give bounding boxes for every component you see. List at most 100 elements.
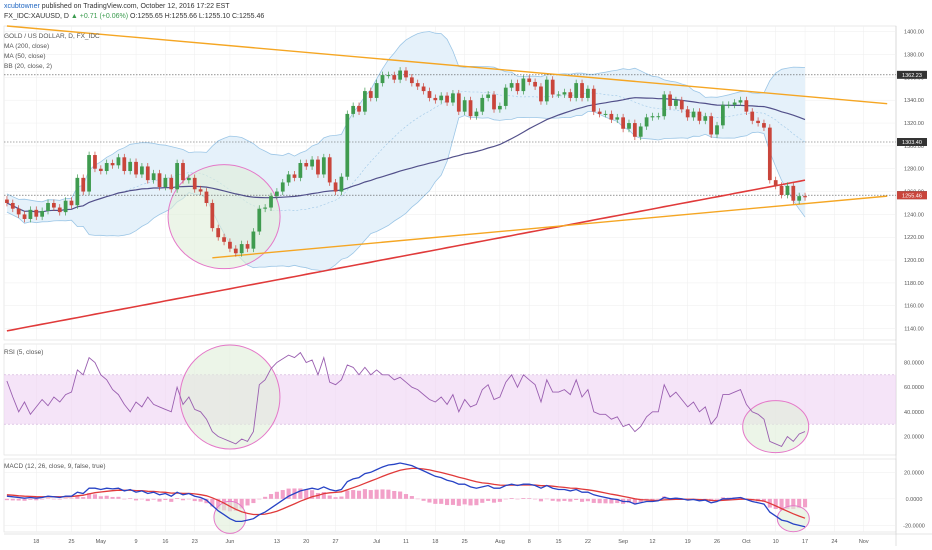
candle (627, 119, 631, 133)
candle (10, 199, 15, 213)
x-tick-label: Aug (495, 539, 505, 545)
candle (75, 174, 80, 209)
trendline-2[interactable] (212, 195, 888, 259)
candle (40, 207, 45, 221)
candle-body (363, 91, 367, 112)
candle-body (562, 92, 567, 95)
candle-body (292, 174, 297, 178)
histogram-bar (98, 496, 103, 499)
candle-body (685, 109, 690, 118)
candle (404, 67, 408, 81)
candle-body (52, 202, 56, 208)
author-name[interactable]: xcubtowner (4, 3, 40, 10)
candle (34, 206, 39, 221)
candle (691, 108, 696, 121)
candle-body (650, 116, 655, 118)
x-tick-label: 25 (68, 539, 74, 545)
histogram-bar (10, 498, 15, 501)
publish-date: published on TradingView.com, October 12… (41, 3, 230, 10)
histogram-bar (104, 495, 109, 499)
candle (398, 67, 402, 84)
candle (773, 176, 778, 190)
histogram-bar (509, 498, 514, 499)
histogram-bar (192, 498, 197, 502)
candle (492, 91, 496, 113)
price-tick-label: 1180.00 (904, 281, 923, 287)
candle (503, 84, 508, 110)
x-tick-label: Jul (373, 539, 380, 545)
histogram-bar (116, 496, 121, 499)
histogram-bar (533, 498, 538, 500)
histogram-bar (785, 498, 790, 510)
x-tick-label: 27 (333, 539, 339, 545)
price-badge (897, 70, 927, 79)
histogram-bar (327, 495, 332, 499)
candle (451, 89, 455, 106)
candle-body (762, 123, 766, 128)
x-tick-label: 13 (274, 539, 280, 545)
candle (550, 76, 555, 98)
x-tick-label: 15 (556, 539, 562, 545)
candle-body (409, 77, 414, 84)
candle-body (22, 214, 27, 219)
candle (257, 205, 262, 235)
candle (662, 91, 667, 120)
x-tick-label: 19 (685, 539, 691, 545)
candle-body (609, 113, 614, 120)
candle (110, 159, 115, 169)
candle (621, 113, 625, 133)
histogram-bar (63, 498, 68, 499)
candle (392, 71, 397, 84)
candle-body (544, 79, 549, 102)
histogram-bar (427, 498, 432, 503)
candle-body (591, 88, 596, 112)
histogram-bar (75, 495, 80, 499)
candle (198, 185, 203, 195)
macd-signal-line (6, 467, 806, 519)
candle-body (656, 116, 661, 118)
candle-body (145, 166, 150, 181)
candle (104, 159, 109, 175)
candle-body (75, 177, 80, 206)
histogram-bar (92, 494, 98, 499)
candle-body (603, 113, 608, 115)
x-tick-label: 8 (528, 539, 531, 545)
ma200-line (6, 179, 806, 332)
histogram-bar (374, 489, 379, 499)
rsi-highlight-ellipse (179, 344, 281, 450)
candle (269, 192, 273, 211)
candle (580, 79, 584, 102)
price-tick-label: 1320.00 (904, 121, 924, 127)
histogram-bar (421, 498, 426, 501)
candle (69, 197, 74, 209)
histogram-bar (216, 498, 221, 510)
histogram-bar (445, 498, 450, 506)
candle (591, 85, 596, 116)
histogram-bar (515, 498, 520, 500)
quote-change: ▲ +0.71 (+0.06%) (70, 13, 129, 20)
x-tick-label: 12 (649, 539, 655, 545)
candle-body (93, 155, 97, 169)
histogram-bar (245, 498, 250, 506)
candle-body (5, 199, 9, 203)
candle-body (87, 155, 91, 192)
candle-body (574, 83, 579, 98)
candle-body (797, 196, 802, 201)
candle (210, 199, 215, 232)
x-tick-label: Jun (225, 539, 234, 545)
candle-body (644, 117, 649, 127)
candle (462, 96, 467, 116)
histogram-bar (503, 498, 508, 500)
candle (533, 78, 537, 90)
candle-body (175, 163, 179, 190)
trendline-1[interactable] (6, 25, 888, 105)
candle (22, 210, 27, 223)
x-tick-label: 17 (802, 539, 808, 545)
macd-tick-label: 0.0000 (906, 497, 923, 503)
candle-body (580, 83, 584, 98)
candle (586, 85, 590, 102)
candle (433, 94, 438, 104)
price-tick-label: 1280.00 (904, 167, 924, 173)
candle-body (509, 83, 514, 88)
